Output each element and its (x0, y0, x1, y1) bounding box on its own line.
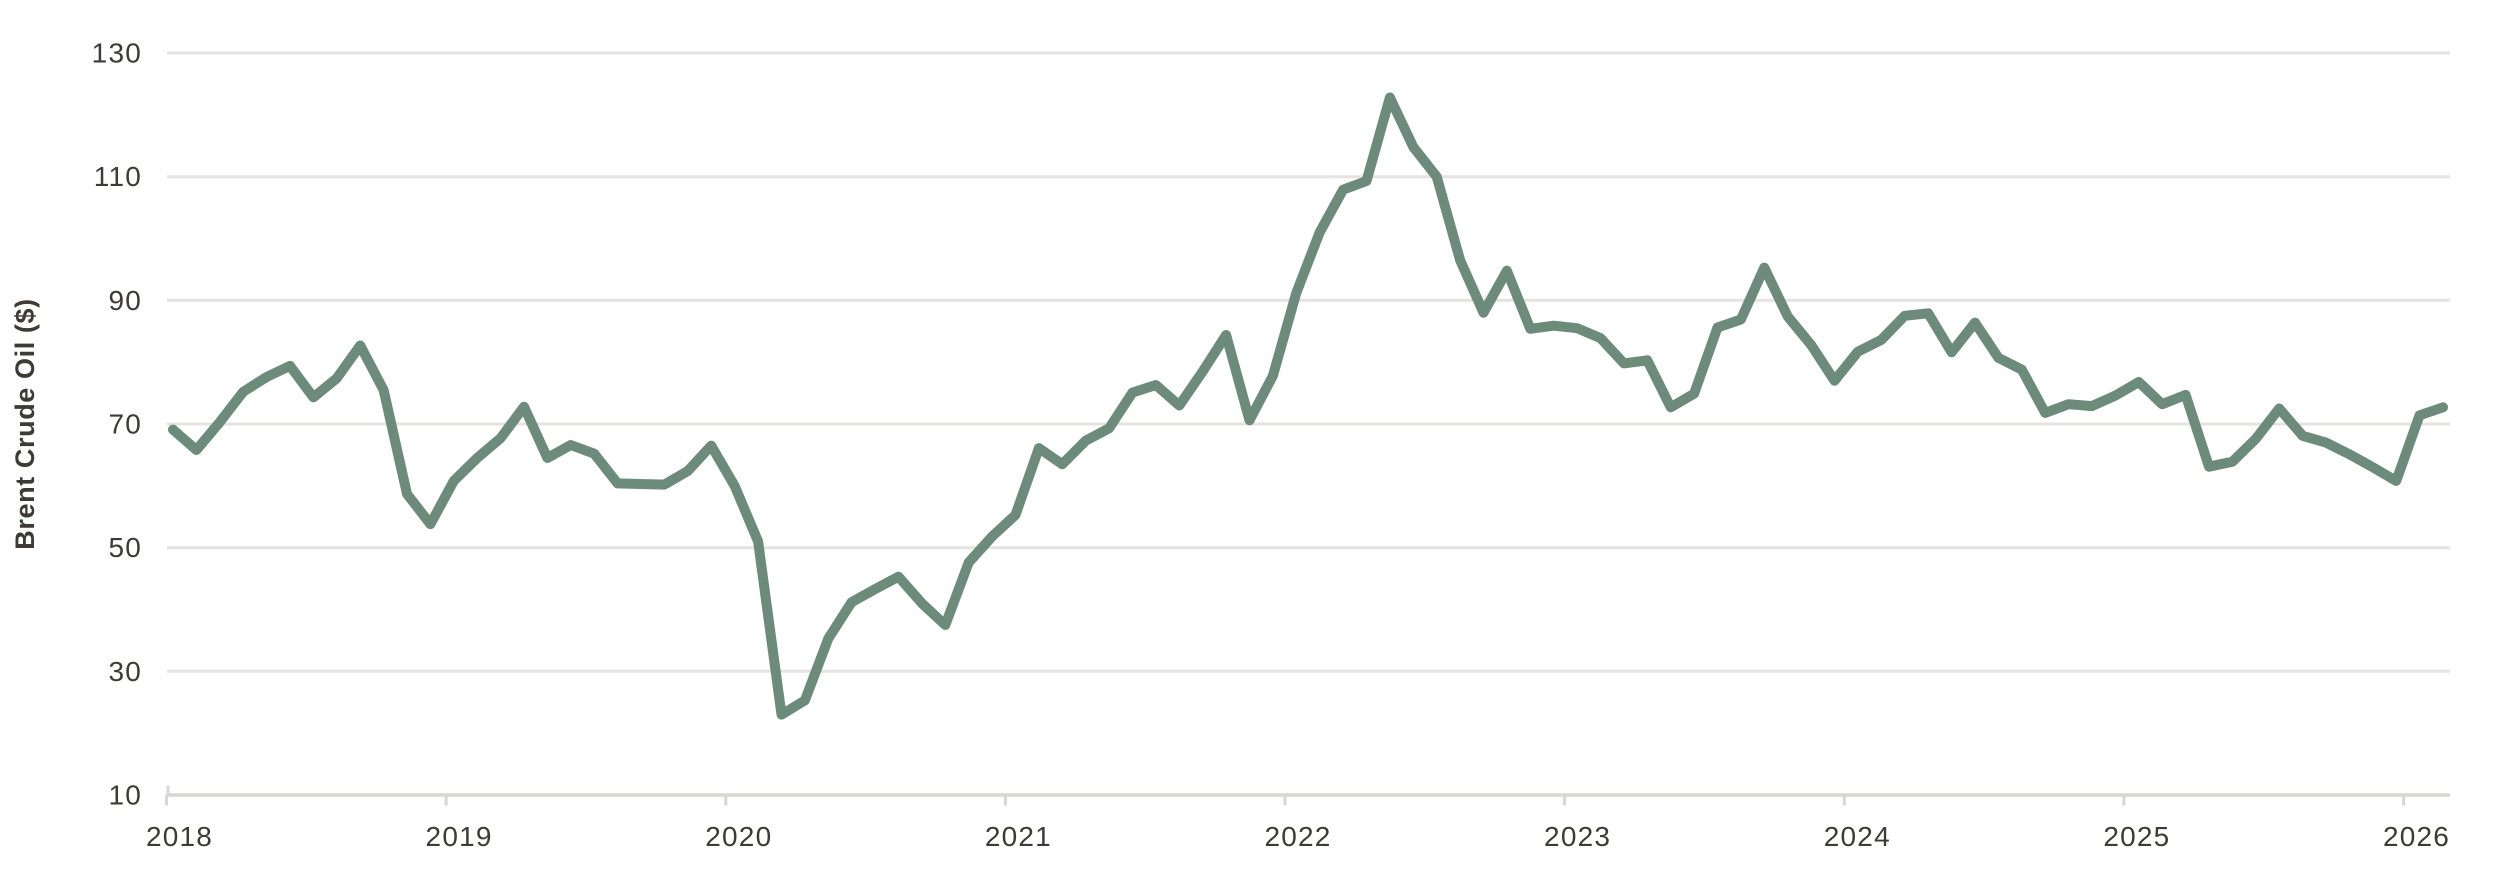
price-line (168, 92, 2448, 720)
x-tick-label-2023: 2023 (1544, 821, 1611, 852)
y-tick-label-70: 70 (108, 409, 142, 440)
y-tick-label-90: 90 (108, 285, 142, 316)
x-tick-label-2026: 2026 (2383, 821, 2450, 852)
y-axis-tick-labels: 130 110 90 70 50 30 10 (92, 38, 142, 811)
x-tick-label-2022: 2022 (1264, 821, 1331, 852)
y-tick-label-10: 10 (108, 780, 142, 811)
y-axis-title: Brent Crude Oil ($) (10, 298, 40, 549)
price-line-series (168, 92, 2448, 720)
gridlines (167, 51, 2450, 673)
y-tick-label-110: 110 (94, 161, 142, 192)
x-tick-label-2020: 2020 (705, 821, 772, 852)
y-tick-label-130: 130 (92, 38, 142, 69)
y-tick-label-30: 30 (108, 656, 142, 687)
x-axis (165, 785, 2450, 806)
x-tick-label-2024: 2024 (1824, 821, 1891, 852)
y-tick-label-50: 50 (108, 532, 142, 563)
x-axis-tick-labels: 2018 2019 2020 2021 2022 2023 2024 2025 2026 (146, 821, 2450, 852)
y-axis-title-text: Brent Crude Oil ($) (10, 298, 40, 549)
x-tick-label-2018: 2018 (146, 821, 213, 852)
x-tick-label-2019: 2019 (426, 821, 493, 852)
x-tick-label-2025: 2025 (2103, 821, 2170, 852)
x-tick-label-2021: 2021 (985, 821, 1052, 852)
